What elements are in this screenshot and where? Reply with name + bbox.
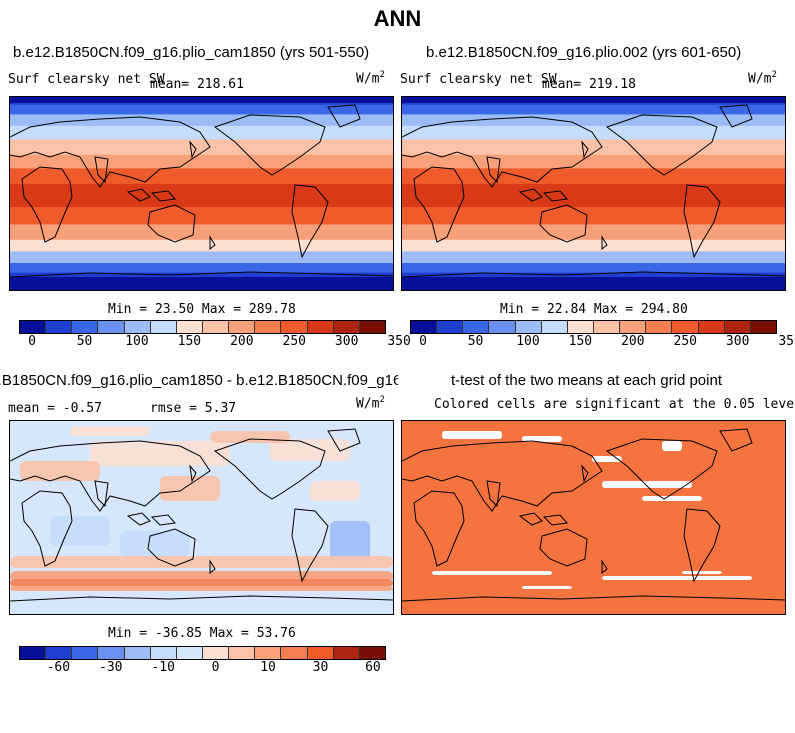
- colorbar-swatch: [229, 647, 256, 659]
- panel-1-stats: Min = 23.50 Max = 289.78: [108, 302, 296, 317]
- colorbar-tick-label: 150: [177, 334, 202, 349]
- colorbar-swatch: [515, 321, 542, 333]
- panel-1-map-svg: [10, 97, 393, 290]
- panel-3-rmse: rmse = 5.37: [150, 401, 237, 416]
- panel-4-title: t-test of the two means at each grid poi…: [451, 372, 722, 389]
- panel-3-mean: mean = -0.57: [8, 401, 102, 416]
- colorbar-swatch: [307, 321, 334, 333]
- colorbar-swatch: [333, 321, 360, 333]
- panel-2-title: b.e12.B1850CN.f09_g16.plio.002 (yrs 601-…: [426, 44, 742, 61]
- colorbar-tick-label: 0: [28, 334, 37, 349]
- colorbar-swatch: [567, 321, 594, 333]
- panel-3-map: [9, 420, 394, 615]
- colorbar-swatch: [620, 321, 647, 333]
- panel-1-colorbar-ticks: 0 50 100 150 200 250 300 350: [19, 334, 411, 352]
- panel-2-variable: Surf clearsky net SW: [400, 72, 557, 87]
- colorbar-tick-label: -60: [46, 660, 71, 675]
- colorbar-swatch: [176, 647, 203, 659]
- colorbar-swatch: [150, 647, 177, 659]
- colorbar-swatch: [359, 321, 385, 333]
- colorbar-tick-label: 150: [568, 334, 593, 349]
- colorbar-tick-label: 50: [76, 334, 93, 349]
- colorbar-tick-label: 250: [282, 334, 306, 349]
- colorbar-swatch: [255, 647, 282, 659]
- colorbar-swatch: [124, 321, 151, 333]
- colorbar-swatch: [281, 321, 308, 333]
- colorbar-tick-label: 350: [778, 334, 795, 349]
- panel-3-map-svg: [10, 421, 393, 614]
- colorbar-tick-label: 10: [260, 660, 276, 675]
- panel-2-units: W/m2: [748, 70, 777, 87]
- colorbar-swatch: [255, 321, 282, 333]
- colorbar-tick-label: -10: [151, 660, 175, 675]
- panel-1-units: W/m2: [356, 70, 385, 87]
- colorbar-swatch: [724, 321, 751, 333]
- colorbar-swatch: [698, 321, 725, 333]
- colorbar-tick-label: 30: [312, 660, 329, 675]
- colorbar-tick-label: 100: [516, 334, 540, 349]
- colorbar-tick-label: 50: [467, 334, 484, 349]
- colorbar-tick-label: 200: [621, 334, 645, 349]
- page-title: ANN: [373, 6, 422, 31]
- panel-1-variable: Surf clearsky net SW: [8, 72, 165, 87]
- panel-4-map: [401, 420, 786, 615]
- colorbar-swatch: [72, 321, 99, 333]
- panel-3-units: W/m2: [356, 395, 385, 412]
- colorbar-swatch: [489, 321, 516, 333]
- colorbar-swatch: [72, 647, 99, 659]
- colorbar-tick-label: 350: [387, 334, 411, 349]
- colorbar-swatch: [281, 647, 308, 659]
- colorbar-swatch: [46, 321, 73, 333]
- colorbar-swatch: [463, 321, 490, 333]
- colorbar-swatch: [98, 321, 125, 333]
- colorbar-swatch: [593, 321, 621, 333]
- colorbar-tick-label: 300: [725, 334, 750, 349]
- colorbar-swatch: [98, 647, 125, 659]
- colorbar-swatch: [124, 647, 151, 659]
- colorbar-swatch: [646, 321, 673, 333]
- panel-3-colorbar-ticks: -60 -30 -10 0 10 30 60: [19, 660, 386, 678]
- colorbar-swatch: [202, 647, 230, 659]
- panel-1-mean: mean= 218.61: [150, 77, 244, 92]
- panel-3-colorbar: [19, 646, 386, 660]
- panel-2-colorbar-ticks: 0 50 100 150 200 250 300 350: [410, 334, 795, 352]
- panel-3-title-clip: b.e12.B1850CN.f09_g16.plio_cam1850 - b.e…: [0, 372, 398, 392]
- panel-3-stats: Min = -36.85 Max = 53.76: [108, 626, 296, 641]
- colorbar-tick-label: 0: [211, 660, 220, 675]
- panel-2-map-svg: [402, 97, 785, 290]
- colorbar-swatch: [333, 647, 360, 659]
- panel-3-title: b.e12.B1850CN.f09_g16.plio_cam1850 - b.e…: [0, 372, 398, 389]
- panel-4-map-svg: [402, 421, 785, 614]
- colorbar-swatch: [411, 321, 438, 333]
- panel-2-map: [401, 96, 786, 291]
- colorbar-swatch: [229, 321, 256, 333]
- colorbar-swatch: [176, 321, 203, 333]
- colorbar-swatch: [46, 647, 73, 659]
- panel-1-map: [9, 96, 394, 291]
- colorbar-swatch: [202, 321, 230, 333]
- colorbar-swatch: [359, 647, 385, 659]
- colorbar-swatch: [20, 647, 47, 659]
- panel-2-colorbar: [410, 320, 777, 334]
- colorbar-swatch: [307, 647, 334, 659]
- colorbar-swatch: [750, 321, 776, 333]
- colorbar-tick-label: 250: [673, 334, 697, 349]
- colorbar-swatch: [541, 321, 568, 333]
- colorbar-tick-label: -30: [99, 660, 123, 675]
- panel-2-mean: mean= 219.18: [542, 77, 636, 92]
- colorbar-tick-label: 60: [365, 660, 381, 675]
- panel-1-title: b.e12.B1850CN.f09_g16.plio_cam1850 (yrs …: [13, 44, 370, 61]
- panel-1-colorbar: [19, 320, 386, 334]
- colorbar-tick-label: 300: [334, 334, 359, 349]
- colorbar-tick-label: 100: [125, 334, 149, 349]
- colorbar-tick-label: 0: [419, 334, 428, 349]
- colorbar-tick-label: 200: [230, 334, 254, 349]
- panel-2-stats: Min = 22.84 Max = 294.80: [500, 302, 688, 317]
- colorbar-swatch: [437, 321, 464, 333]
- colorbar-swatch: [150, 321, 177, 333]
- colorbar-swatch: [672, 321, 699, 333]
- panel-4-subtitle: Colored cells are significant at the 0.0…: [434, 397, 795, 412]
- colorbar-swatch: [20, 321, 47, 333]
